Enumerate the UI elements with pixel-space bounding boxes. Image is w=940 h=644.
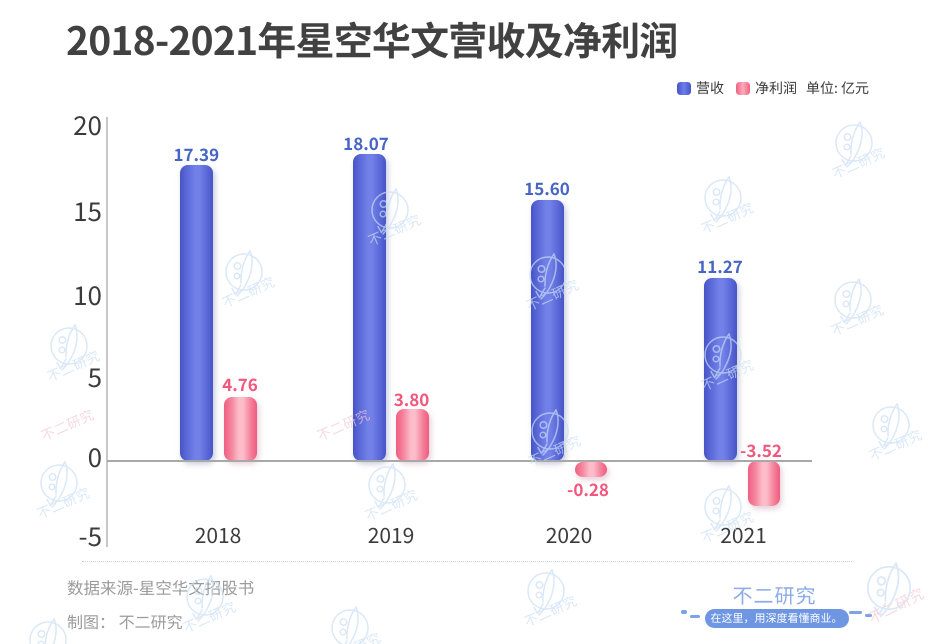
svg-text:不二研究: 不二研究 <box>313 404 372 445</box>
svg-text:不二研究: 不二研究 <box>37 404 96 445</box>
